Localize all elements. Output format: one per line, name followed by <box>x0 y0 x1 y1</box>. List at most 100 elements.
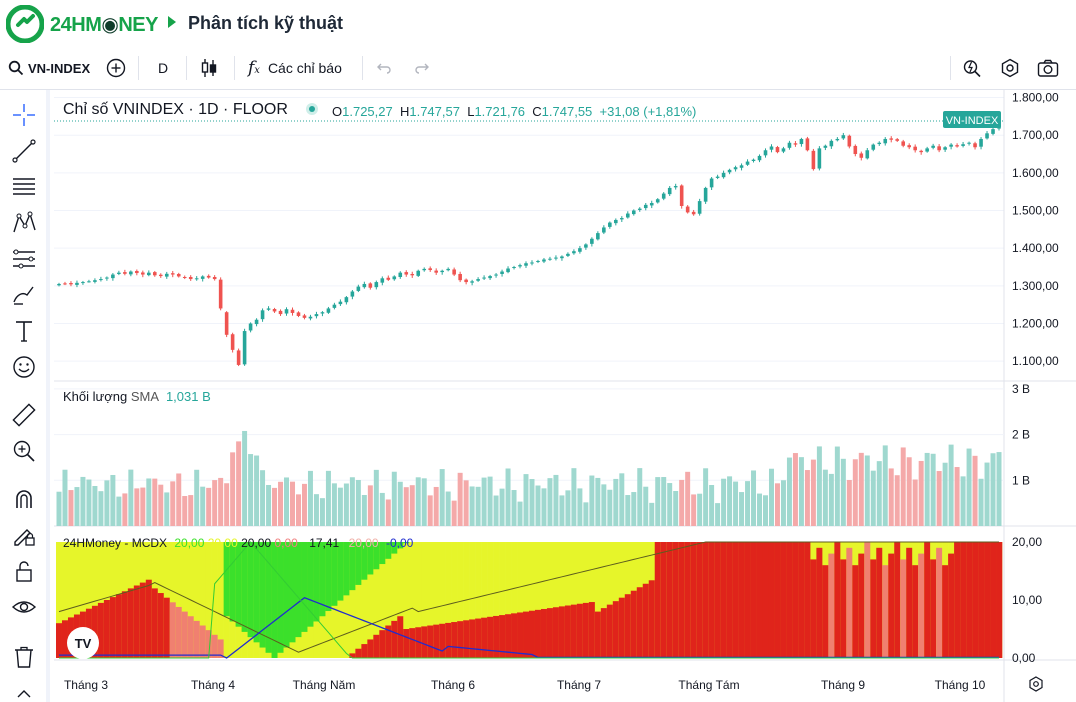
mcdx-bar-red <box>594 611 602 658</box>
candle <box>374 280 379 290</box>
candle <box>895 138 900 142</box>
compare-symbol-button[interactable] <box>106 46 126 90</box>
crosshair-tool[interactable] <box>9 100 39 130</box>
candle <box>170 270 175 278</box>
remove-drawings-tool[interactable] <box>9 642 39 672</box>
redo-button[interactable] <box>414 46 430 90</box>
mcdx-bar-green <box>373 542 380 570</box>
magnet-tool[interactable] <box>9 484 39 514</box>
volume-bar <box>104 480 110 526</box>
volume-bar <box>966 448 972 526</box>
mcdx-bar-yellow <box>181 542 189 658</box>
candle <box>147 270 151 277</box>
candle <box>775 145 780 154</box>
mcdx-bar-red <box>511 613 518 658</box>
mcdx-bar-red <box>942 565 949 658</box>
ruler-tool[interactable] <box>9 400 39 430</box>
volume-title[interactable]: Khối lượng <box>63 389 128 404</box>
mcdx-bar-red <box>978 542 985 658</box>
candle <box>823 144 828 151</box>
candle <box>637 207 642 212</box>
candle <box>733 165 738 172</box>
zoom-tool[interactable] <box>9 436 39 466</box>
quick-search-button[interactable] <box>962 46 982 90</box>
mcdx-bar-red <box>918 553 925 658</box>
candle <box>679 184 684 209</box>
volume-bar <box>224 483 230 526</box>
text-tool[interactable] <box>9 316 39 346</box>
drawing-toolbar <box>0 90 50 702</box>
mcdx-bar-green <box>343 542 350 596</box>
candle <box>482 275 486 281</box>
volume-bar <box>230 452 236 526</box>
fib-tool[interactable] <box>9 172 39 202</box>
time-axis-settings-icon[interactable] <box>1029 676 1043 692</box>
brush-tool[interactable] <box>9 280 39 310</box>
candle <box>931 143 935 150</box>
candle <box>829 139 834 149</box>
indicators-button[interactable]: fx Các chỉ báo <box>248 46 342 90</box>
indicator-title[interactable]: 24HMoney - MCDX <box>63 536 168 550</box>
candle <box>530 260 534 266</box>
chart-type-button[interactable] <box>200 46 218 90</box>
mcdx-bar-red <box>205 630 212 658</box>
candle <box>152 270 157 277</box>
lock-drawing-tool[interactable] <box>9 520 39 550</box>
volume-bar <box>780 480 786 526</box>
mcdx-bar-yellow <box>499 542 506 658</box>
indicator-axis-label: 10,00 <box>1012 593 1042 607</box>
snapshot-button[interactable] <box>1037 46 1059 90</box>
price-pane[interactable] <box>54 90 1004 380</box>
chart-canvas[interactable]: Tháng 3 Tháng 4 Tháng Năm Tháng 6 Tháng 7 Thá… <box>54 90 1076 702</box>
candle <box>464 278 468 285</box>
volume-bar <box>116 496 122 526</box>
mcdx-bar-yellow <box>409 542 416 658</box>
candle <box>164 271 169 279</box>
collapse-tools-button[interactable] <box>9 684 39 702</box>
candle <box>751 158 756 163</box>
brand-name[interactable]: 24HM◉NEY <box>50 12 158 37</box>
brand-logo-icon[interactable] <box>6 5 44 43</box>
interval-button[interactable]: D <box>158 60 169 76</box>
symbol-search-button[interactable]: VN-INDEX <box>8 46 90 90</box>
volume-bar <box>768 468 774 526</box>
series-title[interactable]: Chỉ số VNINDEX · 1D · FLOOR <box>63 101 288 118</box>
smiley-icon <box>13 356 35 378</box>
mcdx-bar-red <box>642 583 650 658</box>
mcdx-bar-green <box>313 542 320 622</box>
candle <box>811 148 816 171</box>
settings-button[interactable] <box>1000 46 1020 90</box>
candle <box>182 275 187 280</box>
candle <box>925 146 929 153</box>
trend-line-tool[interactable] <box>9 136 39 166</box>
mcdx-bar-red <box>990 542 997 658</box>
candle <box>883 137 888 146</box>
prediction-tool[interactable] <box>9 244 39 274</box>
candle <box>649 200 654 209</box>
undo-button[interactable] <box>376 46 392 90</box>
emoji-tool[interactable] <box>9 352 39 382</box>
volume-bar <box>319 498 325 526</box>
volume-bar <box>128 469 134 526</box>
pattern-tool[interactable] <box>9 208 39 238</box>
mcdx-bar-red <box>666 542 673 658</box>
mcdx-bar-red <box>972 542 979 658</box>
tradingview-logo-icon[interactable]: TV <box>67 627 99 659</box>
volume-bar <box>242 430 248 526</box>
volume-bar <box>361 494 367 526</box>
volume-bar <box>290 481 295 526</box>
mcdx-bar-red <box>834 542 841 658</box>
mcdx-bar-red <box>906 547 913 658</box>
candle <box>763 148 768 158</box>
mcdx-bar-red <box>133 585 141 658</box>
mcdx-bar-red <box>139 582 147 658</box>
chart-area[interactable]: Tháng 3 Tháng 4 Tháng Năm Tháng 6 Tháng 7 Thá… <box>54 90 1076 702</box>
candle <box>865 148 870 160</box>
hide-drawings-tool[interactable] <box>9 592 39 622</box>
candle <box>739 163 744 171</box>
mcdx-bar-yellow <box>517 542 524 658</box>
mcdx-bar-red <box>193 620 200 658</box>
mcdx-bar-red <box>780 542 787 658</box>
lock-all-tool[interactable] <box>9 556 39 586</box>
symbol-label: VN-INDEX <box>28 60 91 76</box>
